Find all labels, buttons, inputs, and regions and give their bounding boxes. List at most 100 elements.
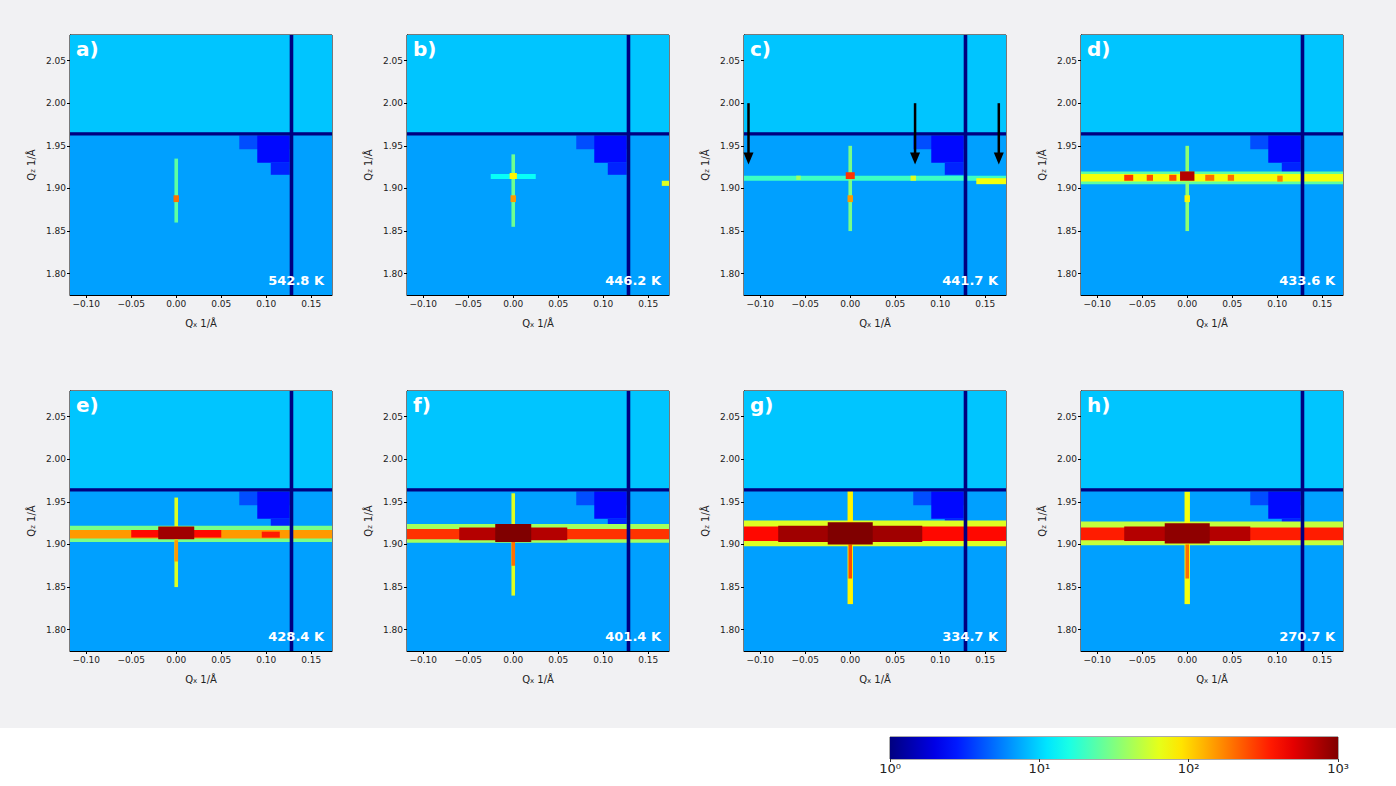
svg-text:1/Å: 1/Å <box>1036 505 1048 525</box>
svg-text:Q: Q <box>859 674 867 685</box>
svg-text:1.80: 1.80 <box>383 269 403 279</box>
svg-text:1/Å: 1/Å <box>871 673 891 685</box>
svg-text:334.7 K: 334.7 K <box>942 629 999 644</box>
svg-text:446.2 K: 446.2 K <box>605 273 662 288</box>
svg-text:−0.10: −0.10 <box>746 655 774 665</box>
svg-text:1.90: 1.90 <box>383 183 403 193</box>
svg-text:b): b) <box>413 37 436 61</box>
svg-text:Q: Q <box>1037 173 1048 181</box>
svg-text:1/Å: 1/Å <box>1208 673 1228 685</box>
svg-text:1/Å: 1/Å <box>871 317 891 329</box>
svg-text:1.90: 1.90 <box>1057 183 1077 193</box>
svg-text:1/Å: 1/Å <box>197 673 217 685</box>
svg-text:0.10: 0.10 <box>593 299 613 309</box>
svg-text:0.10: 0.10 <box>1267 655 1287 665</box>
svg-text:0.00: 0.00 <box>1177 655 1197 665</box>
svg-text:1.95: 1.95 <box>720 141 740 151</box>
svg-text:0.15: 0.15 <box>638 299 658 309</box>
svg-text:0.00: 0.00 <box>166 655 186 665</box>
svg-text:2.00: 2.00 <box>720 98 740 108</box>
svg-text:h): h) <box>1087 393 1110 417</box>
svg-text:0.10: 0.10 <box>930 299 950 309</box>
svg-text:0.10: 0.10 <box>1267 299 1287 309</box>
svg-text:f): f) <box>413 393 431 417</box>
svg-text:2.05: 2.05 <box>720 412 740 422</box>
svg-text:1.90: 1.90 <box>46 539 66 549</box>
svg-text:1/Å: 1/Å <box>534 673 554 685</box>
svg-text:Q: Q <box>26 529 37 537</box>
svg-text:1/Å: 1/Å <box>534 317 554 329</box>
svg-text:2.00: 2.00 <box>1057 454 1077 464</box>
svg-text:10¹: 10¹ <box>1028 761 1050 776</box>
svg-text:−0.10: −0.10 <box>1083 299 1111 309</box>
svg-text:1/Å: 1/Å <box>197 317 217 329</box>
svg-text:1.85: 1.85 <box>1057 582 1077 592</box>
svg-text:441.7 K: 441.7 K <box>942 273 999 288</box>
svg-text:2.00: 2.00 <box>383 454 403 464</box>
svg-text:1/Å: 1/Å <box>1208 317 1228 329</box>
svg-text:0.05: 0.05 <box>1222 655 1242 665</box>
svg-text:−0.05: −0.05 <box>1128 299 1156 309</box>
svg-text:1.80: 1.80 <box>1057 269 1077 279</box>
svg-text:1.85: 1.85 <box>46 226 66 236</box>
svg-text:2.00: 2.00 <box>1057 98 1077 108</box>
svg-text:0.15: 0.15 <box>975 299 995 309</box>
svg-text:1/Å: 1/Å <box>362 505 374 525</box>
svg-text:−0.10: −0.10 <box>746 299 774 309</box>
svg-text:Q: Q <box>522 674 530 685</box>
svg-text:1.95: 1.95 <box>1057 497 1077 507</box>
svg-text:1.90: 1.90 <box>46 183 66 193</box>
svg-text:2.00: 2.00 <box>720 454 740 464</box>
svg-text:1.85: 1.85 <box>720 226 740 236</box>
svg-text:Q: Q <box>1037 529 1048 537</box>
svg-text:−0.05: −0.05 <box>117 299 145 309</box>
svg-text:Q: Q <box>700 173 711 181</box>
svg-text:0.00: 0.00 <box>840 655 860 665</box>
svg-text:0.00: 0.00 <box>840 299 860 309</box>
svg-text:0.10: 0.10 <box>930 655 950 665</box>
svg-text:1.95: 1.95 <box>46 497 66 507</box>
svg-text:0.00: 0.00 <box>503 655 523 665</box>
svg-text:Q: Q <box>363 173 374 181</box>
svg-text:433.6 K: 433.6 K <box>1279 273 1336 288</box>
svg-text:Q: Q <box>363 529 374 537</box>
svg-text:−0.05: −0.05 <box>454 299 482 309</box>
svg-text:d): d) <box>1087 37 1110 61</box>
svg-text:1/Å: 1/Å <box>699 505 711 525</box>
svg-text:0.15: 0.15 <box>638 655 658 665</box>
svg-text:1/Å: 1/Å <box>699 149 711 169</box>
svg-text:2.05: 2.05 <box>383 412 403 422</box>
svg-text:2.05: 2.05 <box>383 56 403 66</box>
svg-text:−0.05: −0.05 <box>454 655 482 665</box>
svg-text:−0.05: −0.05 <box>791 299 819 309</box>
svg-text:1.80: 1.80 <box>1057 625 1077 635</box>
svg-text:Q: Q <box>185 318 193 329</box>
svg-text:0.05: 0.05 <box>1222 299 1242 309</box>
svg-text:Q: Q <box>1196 318 1204 329</box>
svg-text:1.80: 1.80 <box>46 269 66 279</box>
svg-text:1/Å: 1/Å <box>362 149 374 169</box>
svg-text:0.10: 0.10 <box>256 299 276 309</box>
svg-text:0.00: 0.00 <box>166 299 186 309</box>
svg-text:2.05: 2.05 <box>1057 412 1077 422</box>
svg-text:0.15: 0.15 <box>1312 655 1332 665</box>
svg-text:0.00: 0.00 <box>503 299 523 309</box>
svg-text:1.95: 1.95 <box>383 141 403 151</box>
svg-text:2.05: 2.05 <box>1057 56 1077 66</box>
svg-text:Q: Q <box>185 674 193 685</box>
svg-text:−0.10: −0.10 <box>409 655 437 665</box>
svg-text:−0.10: −0.10 <box>72 655 100 665</box>
svg-text:0.00: 0.00 <box>1177 299 1197 309</box>
svg-text:2.05: 2.05 <box>46 412 66 422</box>
svg-text:1/Å: 1/Å <box>25 149 37 169</box>
svg-text:0.05: 0.05 <box>885 299 905 309</box>
svg-text:0.15: 0.15 <box>975 655 995 665</box>
svg-text:0.05: 0.05 <box>211 299 231 309</box>
svg-text:270.7 K: 270.7 K <box>1279 629 1336 644</box>
svg-text:1.90: 1.90 <box>383 539 403 549</box>
svg-text:e): e) <box>76 393 99 417</box>
svg-text:0.05: 0.05 <box>548 299 568 309</box>
svg-text:1.85: 1.85 <box>720 582 740 592</box>
svg-text:Q: Q <box>26 173 37 181</box>
svg-text:1.85: 1.85 <box>1057 226 1077 236</box>
